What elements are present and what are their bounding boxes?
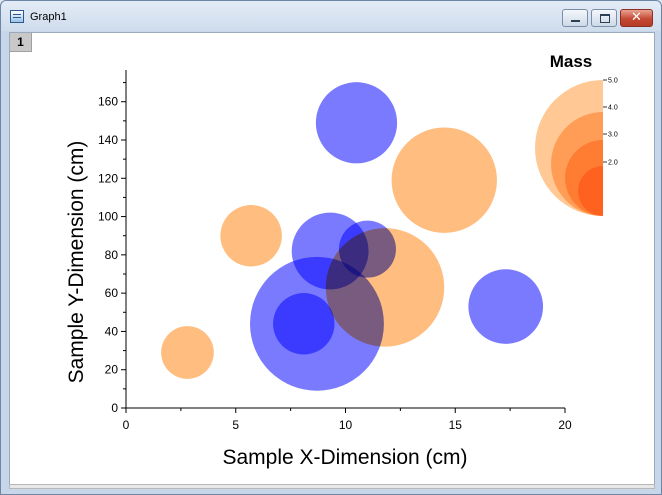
y-tick-label: 160 [98, 95, 118, 109]
bubble-s1-2[interactable] [338, 220, 396, 278]
y-tick-label: 140 [98, 133, 118, 147]
bubble-s1-0[interactable] [315, 82, 398, 164]
y-tick-label: 80 [105, 248, 119, 262]
minimize-button[interactable] [562, 9, 588, 27]
close-button[interactable]: ✕ [620, 9, 653, 27]
y-tick-label: 20 [105, 363, 119, 377]
legend-tick-label: 2.0 [608, 160, 618, 167]
y-tick-label: 100 [98, 210, 118, 224]
x-axis-label: Sample X-Dimension (cm) [222, 446, 467, 469]
legend-tick-label: 3.0 [608, 132, 618, 139]
legend[interactable]: Mass 5.0 4.0 3.0 2.0 [535, 52, 654, 216]
x-tick-label: 20 [558, 418, 572, 432]
legend-tick-label: 5.0 [608, 78, 618, 85]
legend-bubble-3 [578, 166, 603, 216]
legend-tick-label: 4.0 [608, 105, 618, 112]
x-tick-label: 10 [339, 418, 353, 432]
graph-window-icon[interactable] [10, 10, 24, 23]
x-tick-label: 15 [449, 418, 463, 432]
layer-tab[interactable]: 1 [10, 33, 32, 52]
close-icon: ✕ [631, 10, 642, 25]
bubble-s0-3[interactable] [391, 127, 497, 233]
y-tick-label: 0 [111, 401, 118, 415]
bubble-s0-0[interactable] [161, 326, 214, 379]
bubble-s0-1[interactable] [220, 204, 282, 267]
bubble-chart: 0 5 10 15 20 0 20 40 60 80 100 120 140 160 Sample X-D… [65, 52, 654, 469]
x-tick-label: 0 [123, 418, 130, 432]
x-tick-label: 5 [232, 418, 239, 432]
horizontal-scrollbar[interactable] [9, 484, 655, 489]
legend-title: Mass [550, 52, 593, 71]
y-tick-label: 120 [98, 171, 118, 185]
bubble-s1-4[interactable] [250, 256, 384, 391]
graph-page[interactable]: 1 0 5 10 15 20 0 20 40 60 80 100 120 140 160 Sample X… [9, 32, 655, 485]
y-tick-label: 60 [105, 286, 119, 300]
y-tick-label: 40 [105, 324, 119, 338]
title-bar[interactable]: Graph1 ✕ [1, 1, 661, 31]
maximize-button[interactable] [591, 9, 617, 27]
bubble-s1-5[interactable] [468, 269, 544, 344]
window-title: Graph1 [30, 11, 67, 23]
y-axis-label: Sample Y-Dimension (cm) [65, 141, 88, 384]
